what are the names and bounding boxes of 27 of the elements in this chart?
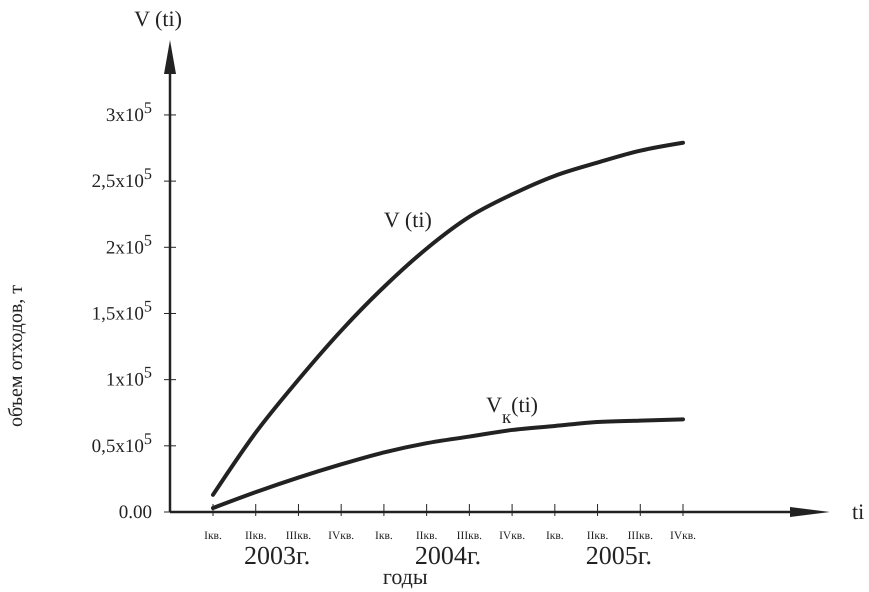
x-tick-label: IIIкв. bbox=[286, 530, 312, 542]
x-tick-label: IIIкв. bbox=[628, 530, 654, 542]
x-tick-label: IIкв. bbox=[244, 530, 267, 542]
x-tick-label: IIкв. bbox=[586, 530, 608, 542]
x-tick-label: IIкв. bbox=[416, 530, 438, 542]
y-tick-label: 1x10$^{5}$ bbox=[106, 364, 152, 391]
x-tick-label: IVкв. bbox=[670, 530, 696, 542]
x-tick-label: IVкв. bbox=[499, 530, 526, 542]
y-axis-title: объем отходов, т bbox=[5, 284, 27, 428]
x-tick-label: Iкв. bbox=[204, 530, 222, 542]
x-tick-label: Iкв. bbox=[546, 530, 564, 542]
text: 2003г. bbox=[244, 541, 310, 570]
line-series bbox=[211, 140, 685, 497]
y-tick-label: 2x10$^{5}$ bbox=[106, 232, 152, 258]
series-label: V$_{к}$(ti) bbox=[486, 392, 538, 428]
y-tick-label: 0,5x10$^{5}$ bbox=[92, 430, 152, 457]
y-tick-label: 3x10$^{5}$ bbox=[106, 99, 152, 126]
y-tick-label: 0.00 bbox=[118, 502, 152, 523]
x-tick-label: IVкв. bbox=[328, 530, 354, 542]
x-tick-label: Iкв. bbox=[375, 530, 393, 542]
x-tick-label: IIIкв. bbox=[456, 530, 482, 542]
series-label: V (ti) bbox=[384, 207, 432, 232]
text: ti bbox=[852, 499, 864, 524]
y-tick-label: 2,5x10$^{5}$ bbox=[92, 166, 152, 192]
y-tick-label: 1,5x10$^{5}$ bbox=[92, 298, 152, 324]
text: V (ti) bbox=[134, 6, 182, 31]
text: 2005г. bbox=[586, 541, 652, 570]
